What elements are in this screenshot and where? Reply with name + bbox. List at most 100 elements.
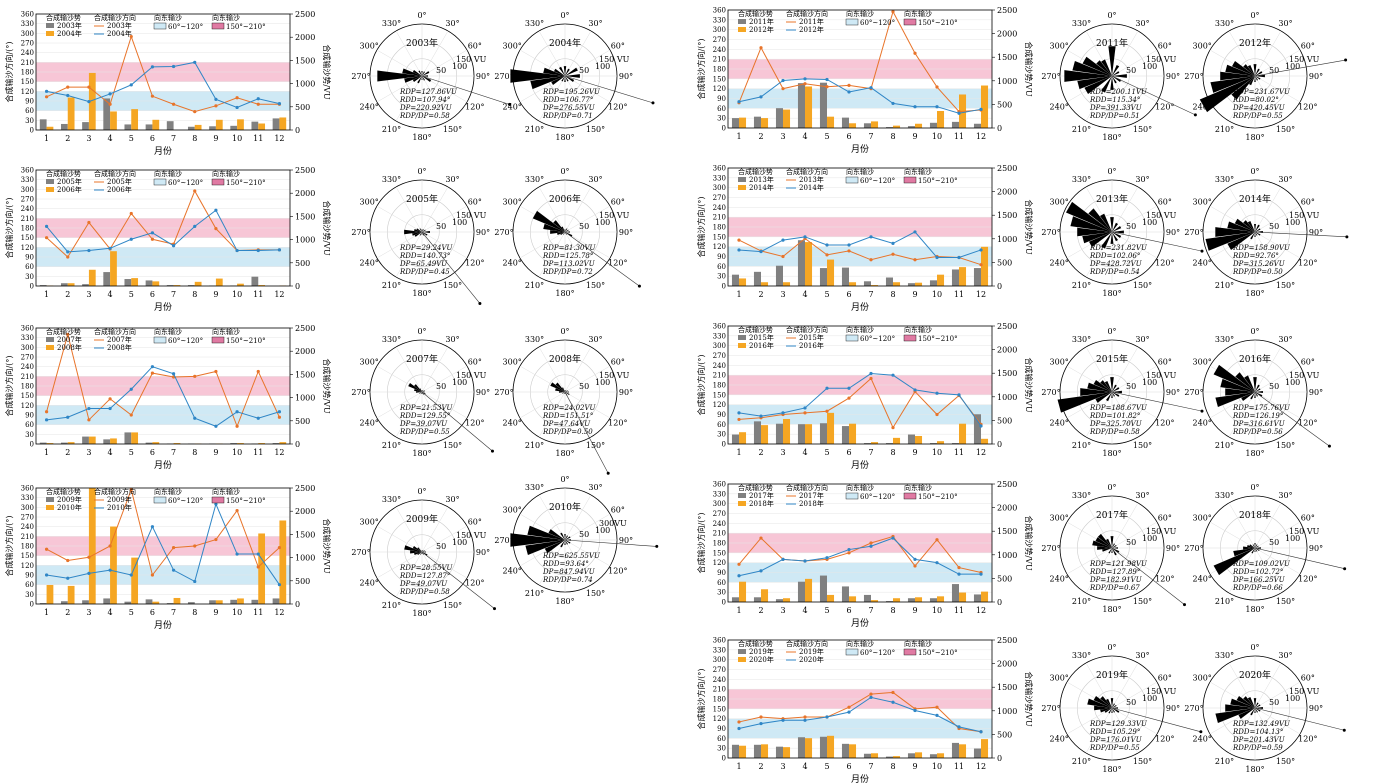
rose-petal [1112, 225, 1122, 232]
y-left-axis-label: 合成输沙方向/(°) [4, 42, 14, 103]
legend-label: 2014年 [799, 183, 824, 192]
x-tick-label: 5 [824, 132, 829, 141]
direction-point-2006年 [256, 248, 260, 253]
rose-petal [1213, 548, 1255, 576]
rose-direction-label: 210° [1215, 597, 1234, 606]
direction-point-2013年 [737, 238, 741, 242]
rose-direction-label: 60° [1301, 198, 1315, 207]
left-tick-label: 360 [713, 637, 726, 645]
left-tick-label: 240 [21, 49, 34, 57]
rose-direction-label: 270° [494, 72, 513, 81]
bar-2019年 [819, 736, 827, 758]
resultant-arrow-head [478, 301, 482, 305]
x-tick-label: 3 [780, 606, 785, 615]
rose-stat-line: RDP=231.67VU [1232, 88, 1291, 96]
bar-2017年 [885, 601, 893, 602]
bar-2012年 [761, 118, 769, 128]
rose-ring-label: 50 [436, 382, 446, 391]
direction-point-2004年 [87, 100, 91, 104]
rose-direction-label: 270° [1184, 704, 1203, 713]
left-tick-label: 210 [21, 59, 34, 67]
rose-stat-line: RDD=105.29° [1089, 728, 1140, 736]
direction-line-2014年 [738, 231, 982, 258]
rose-petal [565, 390, 567, 392]
legend-header: 合成输沙势 [738, 9, 773, 18]
rose-petal [1101, 59, 1112, 76]
bar-2013年 [819, 268, 827, 286]
direction-point-2017年 [913, 564, 917, 568]
rose-petal [565, 540, 571, 544]
right-tick-label: 2000 [997, 346, 1017, 355]
rose-petal [412, 545, 422, 552]
bar-2003年 [187, 126, 195, 130]
rose-petal [1213, 364, 1255, 392]
legend-swatch-band [211, 22, 225, 30]
rose-stat-line: RDP=127.86VU [399, 88, 458, 96]
direction-point-2009年 [235, 508, 239, 513]
rose-spoke [421, 231, 449, 278]
bar-2005年 [39, 285, 47, 286]
rose-petal [1112, 547, 1118, 549]
rose-spoke [421, 49, 468, 77]
direction-point-2003年 [129, 34, 133, 39]
left-tick-label: 60 [25, 107, 34, 115]
rose-ring-label: 50 [1269, 222, 1279, 231]
legend-swatch-band [903, 648, 917, 656]
rose-petal [530, 76, 565, 90]
direction-point-2003年 [256, 102, 260, 106]
rose-direction-label: 120° [1298, 103, 1317, 112]
resultant-arrow-head [1200, 249, 1204, 253]
x-tick-label: 11 [253, 290, 263, 299]
bar-2003年 [272, 118, 280, 130]
rose-petal [1064, 70, 1112, 82]
x-tick-label: 7 [868, 606, 873, 615]
rose-stat-line: RDD=102.72° [1232, 568, 1283, 576]
left-tick-label: 300 [713, 26, 726, 34]
rose-stat-line: RDD=104.13° [1232, 728, 1283, 736]
rose-petal [1236, 695, 1255, 708]
rose-stat-line: DP=39.07VU [399, 420, 448, 428]
resultant-arrow [421, 231, 481, 304]
legend-label: 60°~120° [860, 335, 895, 343]
rose-petal [414, 552, 422, 555]
x-tick-label: 4 [802, 290, 807, 299]
resultant-arrow [1111, 707, 1201, 733]
rose-spoke [1254, 547, 1301, 575]
bar-2006年 [215, 278, 223, 286]
direction-point-2016年 [847, 386, 851, 390]
x-tick-label: 11 [954, 606, 964, 615]
right-tick-label: 1000 [997, 393, 1017, 402]
bar-2017年 [907, 598, 915, 602]
left-tick-label: 30 [25, 591, 34, 599]
rose-petal [563, 392, 565, 394]
rose-petal [422, 550, 425, 552]
rose-direction-label: 150° [586, 281, 605, 290]
x-tick-label: 11 [253, 134, 263, 143]
rose-stat-line: RDD=125.78° [542, 252, 593, 260]
left-tick-label: 330 [21, 20, 34, 28]
bar-2007年 [272, 443, 280, 444]
y-left-axis-label: 合成输沙方向/(°) [696, 513, 706, 574]
x-tick-label: 4 [802, 762, 807, 771]
legend-header: 向东输沙 [846, 325, 874, 334]
rose-petal [1112, 232, 1119, 242]
rose-direction-label: 150° [443, 125, 462, 134]
bar-2013年 [973, 268, 981, 286]
rose-petal [1111, 548, 1113, 553]
legend-header: 向东输沙 [212, 169, 240, 178]
direction-point-2018年 [803, 559, 807, 563]
direction-point-2005年 [214, 227, 218, 231]
x-tick-label: 10 [932, 132, 942, 141]
rose-petal [1255, 547, 1261, 549]
legend-label: 2011年 [749, 17, 774, 26]
rose-spoke [564, 391, 592, 438]
bar-2008年 [237, 443, 244, 444]
rose-petal [1241, 392, 1255, 402]
rose-diagram-2006年: 0°30°60°90°120°150°180°210°240°270°300°3… [494, 167, 641, 298]
bar-2009年 [209, 600, 216, 604]
direction-point-2014年 [935, 255, 939, 260]
x-tick-label: 10 [932, 290, 942, 299]
legend-label: 60°~120° [168, 179, 203, 187]
rose-petal [1112, 230, 1124, 234]
rose-year-title: 2017年 [1096, 509, 1128, 521]
